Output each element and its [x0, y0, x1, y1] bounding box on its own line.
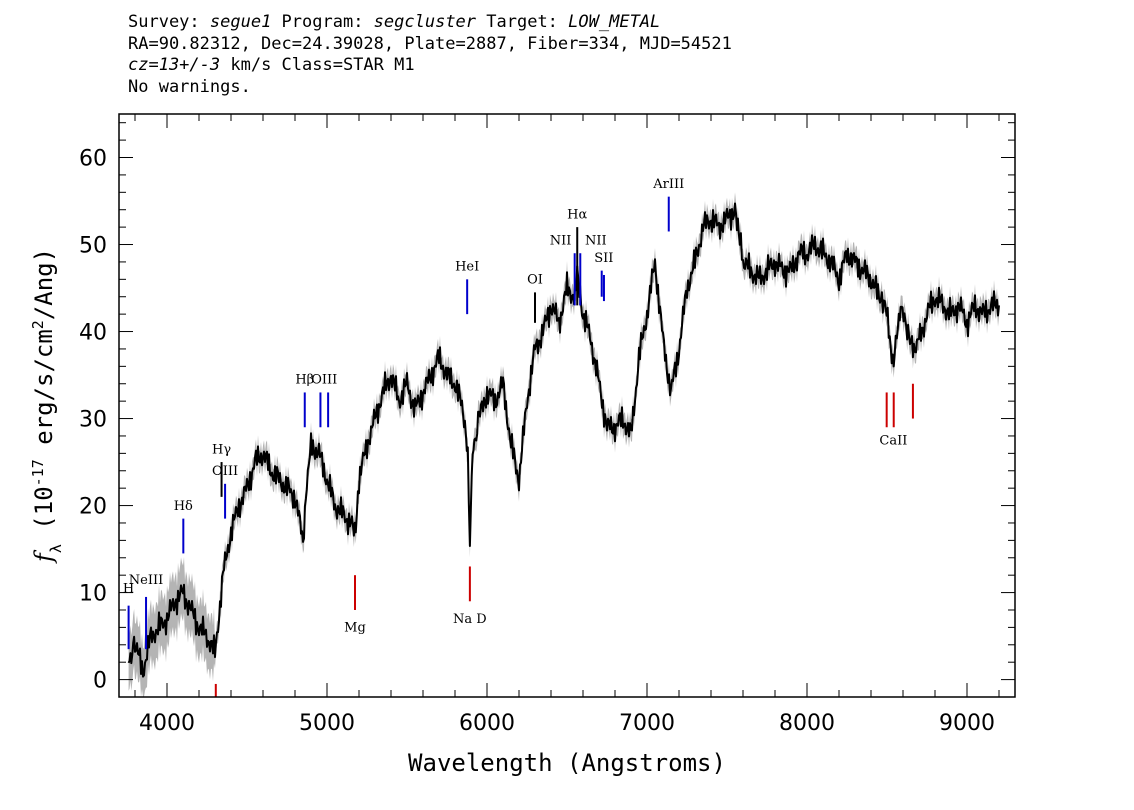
- y-tick-label: 20: [79, 495, 107, 520]
- emission-line-label-12: NII: [585, 234, 607, 249]
- flux-layer: [127, 202, 1000, 678]
- y-tick-label: 60: [79, 147, 107, 172]
- emission-line-label-13: SII: [594, 251, 613, 266]
- absorption-line-label-1: Na D: [453, 612, 487, 627]
- header-line-4: No warnings.: [128, 76, 251, 97]
- absorption-line-label-0: Mg: [344, 621, 366, 636]
- y-tick-label: 30: [79, 408, 107, 433]
- header-line-1: Survey: segue1 Program: segcluster Targe…: [128, 12, 661, 32]
- x-tick-label: 9000: [939, 711, 995, 736]
- emission-line-label-3: Hγ: [212, 442, 231, 457]
- plot-frame: [118, 113, 1016, 698]
- y-axis-title: fλ (10-17 erg/s/cm2/Ang): [29, 248, 65, 564]
- emission-line-label-5: Hβ: [295, 373, 314, 388]
- emission-line-label-1: NeIII: [129, 573, 163, 588]
- emission-line-label-15: ArIII: [652, 177, 684, 192]
- y-tick-label: 50: [79, 234, 107, 259]
- axis-ticks: 4000 5000 6000 7000 8000 9000 0 10 20 30 40 50 60: [79, 114, 1015, 736]
- x-axis-title: Wavelength (Angstroms): [408, 749, 726, 777]
- y-tick-label: 0: [93, 669, 107, 694]
- x-tick-label: 7000: [619, 711, 675, 736]
- emission-line-label-11: Hα: [567, 207, 587, 222]
- header-line-3: cz=13+/-3 km/s Class=STAR M1: [128, 55, 415, 75]
- absorption-line-label-2: CaII: [879, 434, 907, 449]
- x-tick-label: 6000: [459, 711, 515, 736]
- emission-line-label-9: OI: [527, 273, 543, 288]
- emission-line-label-0: H: [123, 582, 134, 597]
- emission-line-label-4: OIII: [212, 464, 238, 479]
- spectrum-header: Survey: segue1 Program: segcluster Targe…: [128, 12, 732, 98]
- x-tick-label: 5000: [299, 711, 355, 736]
- emission-line-label-2: Hδ: [174, 499, 193, 514]
- spectral-lines-layer: HNeIIIHδHγOIIIHβOIIIHeIOINIIHαNIISIIArII…: [123, 177, 914, 697]
- header-line-2: RA=90.82312, Dec=24.39028, Plate=2887, F…: [128, 33, 732, 54]
- x-tick-label: 8000: [779, 711, 835, 736]
- x-tick-label: 4000: [139, 711, 195, 736]
- y-tick-label: 10: [79, 582, 107, 607]
- error-band: [128, 192, 1000, 697]
- emission-line-label-7: OIII: [311, 373, 337, 388]
- emission-line-label-8: HeI: [455, 260, 479, 275]
- error-band-layer: [128, 192, 1000, 697]
- y-tick-label: 40: [79, 321, 107, 346]
- flux-line: [127, 202, 1000, 678]
- emission-line-label-10: NII: [550, 234, 572, 249]
